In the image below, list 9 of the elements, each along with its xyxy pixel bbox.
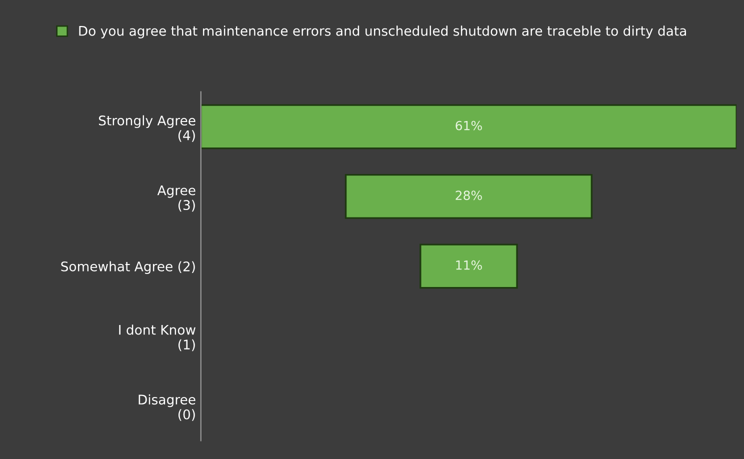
legend-label: Do you agree that maintenance errors and unscheduled shutdown are traceble to dirty data xyxy=(79,26,686,38)
data-label: 61% xyxy=(456,120,482,130)
category-label: Disagree (0) xyxy=(138,394,196,421)
category-label: I dont Know (1) xyxy=(119,324,196,352)
category-label: Somewhat Agree (2) xyxy=(61,261,195,274)
category-label: Agree (3) xyxy=(157,185,196,212)
category-label: Strongly Agree (4) xyxy=(98,115,196,142)
data-label: 11% xyxy=(456,260,482,270)
data-label: 28% xyxy=(456,190,482,200)
